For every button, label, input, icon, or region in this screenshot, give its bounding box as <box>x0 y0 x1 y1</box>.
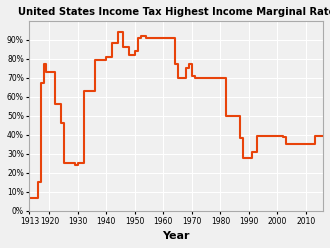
Title: United States Income Tax Highest Income Marginal Rate: United States Income Tax Highest Income … <box>17 7 330 17</box>
X-axis label: Year: Year <box>162 231 190 241</box>
